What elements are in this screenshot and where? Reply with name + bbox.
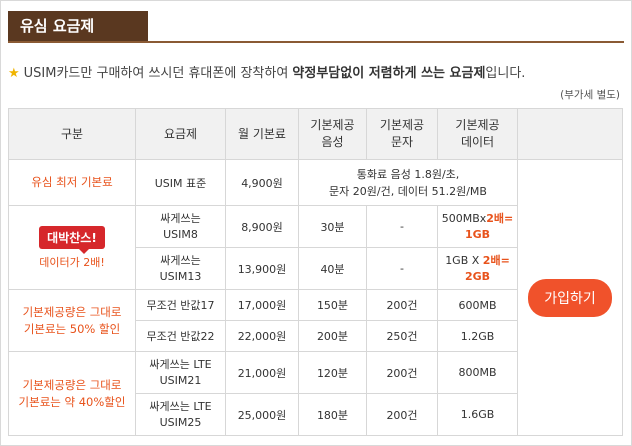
description-prefix: USIM카드만 구매하여 쓰시던 휴대폰에 장착하여 bbox=[23, 66, 293, 81]
table-row: 싸게쓰는 USIM13 13,900원 40분 - 1GB X 2배= 2GB bbox=[9, 247, 623, 290]
data-amount: 1.6GB bbox=[437, 393, 518, 436]
table-row: 기본제공량은 그대로 기본료는 약 40%할인 싸게쓰는 LTE USIM21 21… bbox=[8, 351, 623, 436]
monthly-fee: 25,000원 bbox=[225, 393, 299, 436]
usage-rates: 통화료 음성 1.8원/초, 문자 20원/건, 데이터 51.2원/MB bbox=[298, 159, 518, 206]
description-bold: 약정부담없이 저렴하게 쓰는 요금제 bbox=[292, 66, 486, 81]
table-row: 기본제공량은 그대로 기본료는 50% 할인 무조건 반값17 17,000원 1… bbox=[8, 289, 623, 352]
plan-name: 무조건 반값22 bbox=[135, 320, 226, 352]
voice-amount: 30분 bbox=[298, 205, 367, 248]
sms-amount: 200건 bbox=[366, 289, 438, 321]
join-cell: 가입하기 bbox=[517, 159, 623, 436]
page-title: 유심 요금제 bbox=[8, 11, 148, 41]
voice-amount: 120분 bbox=[298, 351, 367, 394]
plan-name: USIM 표준 bbox=[135, 159, 226, 206]
data-amount: 1GB X 2배= 2GB bbox=[437, 247, 518, 290]
category-lowest-fee: 유심 최저 기본료 bbox=[8, 159, 136, 206]
plan-name: 싸게쓰는 USIM8 bbox=[135, 205, 226, 248]
header-voice: 기본제공 음성 bbox=[298, 108, 367, 160]
table-row: 대박찬스! 데이터가 2배! 싸게쓰는 USIM8 8,900원 30분 - 50… bbox=[8, 205, 623, 290]
vat-note: (부가세 별도) bbox=[560, 89, 620, 101]
table-header-row: 구분 요금제 월 기본료 기본제공 음성 기본제공 문자 기본제공 데이터 bbox=[8, 108, 623, 160]
sms-amount: 200건 bbox=[366, 351, 438, 394]
header-monthly-fee: 월 기본료 bbox=[225, 108, 299, 160]
sms-amount: - bbox=[366, 205, 438, 248]
header-sms: 기본제공 문자 bbox=[366, 108, 438, 160]
header-data: 기본제공 데이터 bbox=[437, 108, 518, 160]
table-row: 싸게쓰는 LTE USIM25 25,000원 180분 200건 1.6GB bbox=[9, 393, 623, 436]
plan-name: 싸게쓰는 LTE USIM25 bbox=[135, 393, 226, 436]
title-underline bbox=[8, 41, 624, 43]
chance-badge: 대박찬스! bbox=[39, 225, 105, 254]
data-amount: 1.2GB bbox=[437, 320, 518, 352]
header-plan: 요금제 bbox=[135, 108, 226, 160]
category-double-data: 대박찬스! 데이터가 2배! bbox=[8, 205, 136, 290]
plan-name: 싸게쓰는 USIM13 bbox=[135, 247, 226, 290]
monthly-fee: 4,900원 bbox=[225, 159, 299, 206]
sms-amount: 250건 bbox=[366, 320, 438, 352]
table-row: 유심 최저 기본료 USIM 표준 4,900원 통화료 음성 1.8원/초, 문… bbox=[8, 159, 623, 436]
data-amount: 500MBx2배= 1GB bbox=[437, 205, 518, 248]
header-category: 구분 bbox=[8, 108, 136, 160]
voice-amount: 180분 bbox=[298, 393, 367, 436]
voice-amount: 200분 bbox=[298, 320, 367, 352]
data-amount: 600MB bbox=[437, 289, 518, 321]
plan-table: 구분 요금제 월 기본료 기본제공 음성 기본제공 문자 기본제공 데이터 유심 최저… bbox=[8, 108, 623, 436]
star-icon: ★ bbox=[8, 66, 20, 81]
description: ★ USIM카드만 구매하여 쓰시던 휴대폰에 장착하여 약정부담없이 저렴하게 … bbox=[8, 62, 525, 81]
data-amount: 800MB bbox=[437, 351, 518, 394]
description-suffix: 입니다. bbox=[485, 66, 526, 81]
monthly-fee: 22,000원 bbox=[225, 320, 299, 352]
monthly-fee: 17,000원 bbox=[225, 289, 299, 321]
voice-amount: 40분 bbox=[298, 247, 367, 290]
category-half-price: 기본제공량은 그대로 기본료는 50% 할인 bbox=[8, 289, 136, 352]
monthly-fee: 21,000원 bbox=[225, 351, 299, 394]
plan-name: 싸게쓰는 LTE USIM21 bbox=[135, 351, 226, 394]
monthly-fee: 8,900원 bbox=[225, 205, 299, 248]
header-action bbox=[517, 108, 623, 160]
double-data-label: 데이터가 2배! bbox=[39, 255, 105, 269]
category-forty-percent: 기본제공량은 그대로 기본료는 약 40%할인 bbox=[8, 351, 136, 436]
monthly-fee: 13,900원 bbox=[225, 247, 299, 290]
join-button[interactable]: 가입하기 bbox=[528, 278, 612, 317]
voice-amount: 150분 bbox=[298, 289, 367, 321]
sms-amount: - bbox=[366, 247, 438, 290]
plan-name: 무조건 반값17 bbox=[135, 289, 226, 321]
sms-amount: 200건 bbox=[366, 393, 438, 436]
